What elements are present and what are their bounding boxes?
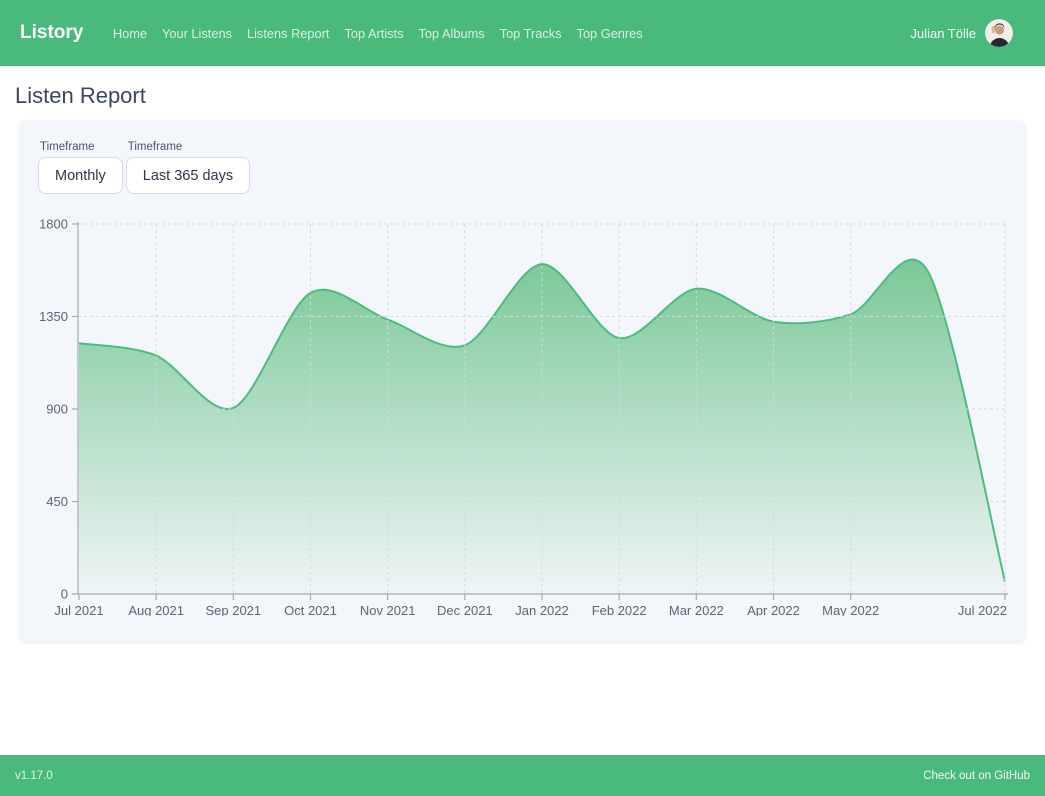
y-axis-label: 900 <box>46 402 68 417</box>
timeframe-type-group: Timeframe Monthly <box>38 141 123 194</box>
x-axis-label: May 2022 <box>822 603 879 616</box>
x-axis-label: Nov 2021 <box>360 603 416 616</box>
timeframe-range-button[interactable]: Last 365 days <box>125 157 251 194</box>
x-axis-label: Aug 2021 <box>128 603 184 616</box>
x-axis-label: Dec 2021 <box>437 603 493 616</box>
x-axis-label: Oct 2021 <box>284 603 337 616</box>
chart-axes <box>72 222 1008 600</box>
timeframe-type-label: Timeframe <box>40 141 95 153</box>
main-nav: Home Your Listens Listens Report Top Artist… <box>105 20 910 47</box>
x-axis-label: Sep 2021 <box>205 603 261 616</box>
x-axis-label: Feb 2022 <box>592 603 647 616</box>
y-axis-label: 1800 <box>39 217 68 232</box>
user-name[interactable]: Julian Tölle <box>910 25 976 41</box>
nav-item-top-artists[interactable]: Top Artists <box>344 25 404 41</box>
nav-item-your-listens[interactable]: Your Listens <box>162 25 232 41</box>
brand-logo[interactable]: Listory <box>20 22 84 43</box>
timeframe-range-group: Timeframe Last 365 days <box>125 141 251 194</box>
listen-report-chart[interactable]: 0 450 900 1350 1800 Jul 2021 Aug 2021 Sep 2021 O… <box>38 216 1010 616</box>
page-title: Listen Report <box>15 83 146 108</box>
x-axis-label: Jan 2022 <box>515 603 569 616</box>
user-avatar-icon[interactable] <box>985 19 1013 47</box>
timeframe-controls: Timeframe Monthly Timeframe Last 365 day… <box>38 141 1007 194</box>
main-content: Listen Report Timeframe Monthly Timefram… <box>0 83 1045 641</box>
navbar: Listory Home Your Listens Listens Report To… <box>0 0 1045 66</box>
chart-area <box>78 258 1006 594</box>
x-axis-label: Jul 2022 <box>958 603 1007 616</box>
timeframe-type-button[interactable]: Monthly <box>38 157 123 194</box>
footer: v1.17.0 Check out on GitHub <box>0 755 1045 796</box>
x-axis-label: Jul 2021 <box>54 603 103 616</box>
report-card: Timeframe Monthly Timeframe Last 365 day… <box>20 121 1025 641</box>
x-axis-label: Apr 2022 <box>747 603 800 616</box>
navbar-user-area: Julian Tölle <box>910 19 1013 47</box>
y-axis-label: 1350 <box>39 309 68 324</box>
nav-item-listens-report[interactable]: Listens Report <box>246 25 330 41</box>
y-axis-label: 450 <box>46 494 68 509</box>
nav-item-home[interactable]: Home <box>112 25 147 41</box>
github-link[interactable]: Check out on GitHub <box>923 769 1030 782</box>
app-version: v1.17.0 <box>15 769 53 782</box>
nav-item-top-tracks[interactable]: Top Tracks <box>499 25 562 41</box>
timeframe-range-label: Timeframe <box>127 141 183 153</box>
chart-gridlines <box>78 223 1007 594</box>
y-axis-label: 0 <box>61 587 68 602</box>
nav-item-top-genres[interactable]: Top Genres <box>576 25 643 41</box>
chart-tick-labels: 0 450 900 1350 1800 Jul 2021 Aug 2021 Sep 2021 O… <box>39 217 1007 617</box>
x-axis-label: Mar 2022 <box>669 603 724 616</box>
nav-item-top-albums[interactable]: Top Albums <box>418 25 485 41</box>
